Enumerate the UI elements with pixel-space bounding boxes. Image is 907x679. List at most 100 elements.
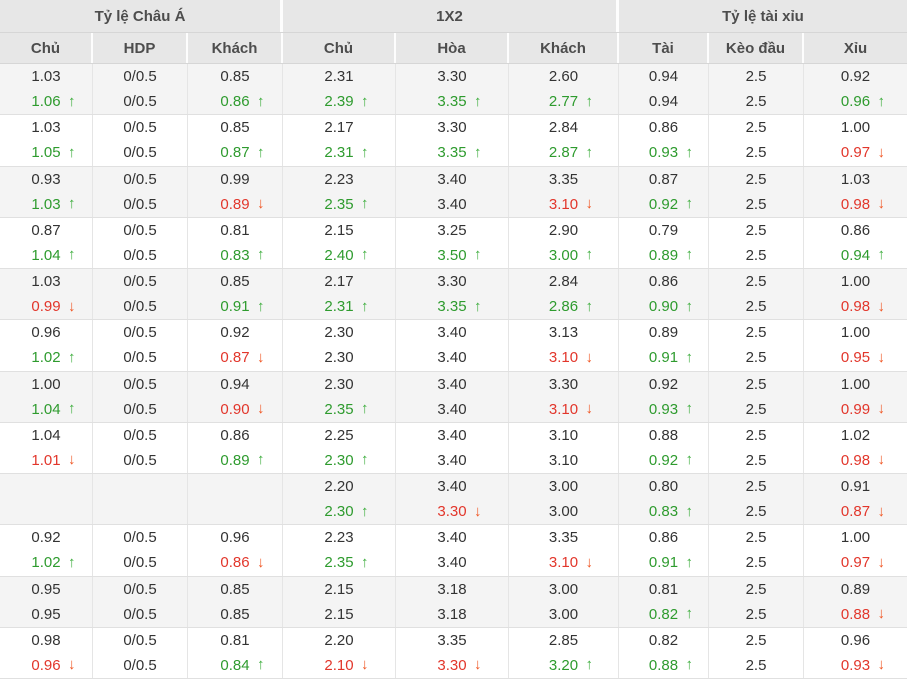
current-odds-value: 3.40 [437, 195, 467, 213]
current-odds-value: 2.30 ↑ [324, 502, 369, 521]
opening-odds-value: 1.02 [840, 426, 871, 444]
odds-cell: 3.30 3.10 ↓ [509, 371, 619, 422]
opening-odds-value: 0.85 [220, 273, 250, 291]
odds-cell: 0.89 0.91 ↑ [619, 320, 709, 371]
opening-odds-value: 2.30 [324, 324, 354, 342]
up-arrow-icon: ↑ [877, 246, 886, 264]
opening-odds-value: 0.85 [220, 580, 250, 598]
opening-odds-value: 0.85 [220, 119, 250, 137]
up-arrow-icon: ↑ [585, 656, 594, 674]
odds-cell [93, 474, 188, 525]
current-odds-value: 1.03 ↑ [31, 195, 76, 213]
opening-odds-value: 0/0.5 [123, 68, 157, 86]
opening-odds-value: 2.5 [745, 221, 767, 239]
current-odds-value: 0.97 ↓ [840, 144, 886, 162]
down-arrow-icon: ↓ [585, 349, 594, 367]
opening-odds-value: 2.5 [745, 68, 767, 86]
current-odds-value: 3.50 ↑ [437, 246, 482, 264]
current-odds-value: 3.10 [548, 451, 579, 469]
current-odds-value: 3.30 ↓ [437, 502, 482, 521]
odds-row: 0.95 0.95 0/0.5 0/0.5 0.85 0.85 2.15 2.15 3.18 3.… [0, 576, 907, 628]
current-odds-value: 3.35 ↑ [437, 297, 482, 316]
current-odds-value: 3.00 ↑ [548, 246, 593, 264]
odds-cell: 2.20 2.10 ↓ [283, 627, 396, 678]
current-odds-value: 0/0.5 [123, 93, 157, 111]
current-odds-value: 0.95 [31, 605, 61, 623]
up-arrow-icon: ↑ [257, 656, 265, 674]
odds-cell: 2.84 2.87 ↑ [509, 115, 619, 166]
odds-cell: 3.40 3.40 [396, 525, 509, 576]
current-odds-value: 3.40 [437, 349, 467, 367]
current-odds-value: 0.91 ↑ [648, 349, 693, 367]
current-odds-value: 2.5 [745, 503, 767, 521]
odds-cell: 1.00 0.97 ↓ [804, 115, 907, 165]
odds-cell: 2.17 2.31 ↑ [283, 269, 396, 320]
odds-cell: 2.17 2.31 ↑ [283, 115, 396, 166]
up-arrow-icon: ↑ [68, 246, 76, 264]
up-arrow-icon: ↑ [361, 451, 369, 469]
down-arrow-icon: ↓ [877, 605, 886, 623]
current-odds-value: 0.91 ↑ [220, 297, 265, 316]
opening-odds-value: 0/0.5 [123, 580, 157, 598]
group-header-over-under: Tỷ lệ tài xỉu [722, 7, 804, 25]
odds-cell: 3.40 3.40 [396, 320, 509, 371]
odds-cell: 2.5 2.5 [709, 525, 804, 576]
current-odds-value: 0.93 ↑ [648, 144, 693, 162]
odds-cell: 3.30 3.35 ↑ [396, 64, 509, 115]
opening-odds-value: 0.86 [648, 273, 679, 291]
odds-row: 1.03 1.06 ↑ 0/0.5 0/0.5 0.85 0.86 ↑ 2.31 2.39 ↑ 3.3… [0, 64, 907, 116]
up-arrow-icon: ↑ [585, 297, 594, 315]
current-odds-value: 3.10 ↓ [548, 349, 594, 367]
current-odds-value: 3.10 ↓ [548, 195, 593, 213]
current-odds-value: 0.97 ↓ [840, 554, 885, 572]
opening-odds-value: 0.82 [648, 631, 679, 649]
table-group-header-row: Tỷ lệ Châu Á 1X2 Tỷ lệ tài xỉu [0, 0, 907, 33]
current-odds-value: 0.86 ↓ [220, 554, 265, 572]
odds-cell: 2.5 2.5 [709, 64, 804, 115]
column-header-over: Tài [619, 33, 709, 63]
opening-odds-value: 2.30 [324, 375, 354, 393]
current-odds-value: 2.31 ↑ [324, 297, 369, 316]
opening-odds-value: 1.03 [31, 273, 61, 291]
current-odds-value: 2.5 [745, 605, 767, 623]
down-arrow-icon: ↓ [877, 349, 886, 367]
down-arrow-icon: ↓ [877, 144, 886, 162]
current-odds-value: 3.40 [437, 554, 467, 572]
current-odds-value: 2.5 [745, 144, 767, 162]
odds-cell: 3.35 3.30 ↓ [396, 627, 509, 678]
current-odds-value: 0.94 [648, 93, 679, 111]
opening-odds-value: 2.5 [745, 273, 767, 291]
column-header-ou-line: Kèo đầu [709, 33, 804, 63]
opening-odds-value [93, 474, 187, 499]
odds-cell: 3.40 3.40 [396, 422, 509, 473]
current-odds-value: 0.95 ↓ [840, 349, 886, 367]
opening-odds-value: 2.23 [324, 529, 354, 547]
up-arrow-icon: ↑ [68, 554, 76, 572]
current-odds-value: 0.87 ↓ [220, 349, 265, 367]
odds-cell: 0.89 0.88 ↓ [804, 577, 907, 627]
current-odds-value: 0.86 ↑ [220, 92, 265, 111]
odds-cell: 1.03 0.98 ↓ [804, 167, 907, 217]
current-odds-value: 2.5 [745, 93, 767, 111]
current-odds-value: 2.87 ↑ [548, 144, 593, 162]
odds-row: 1.03 1.05 ↑ 0/0.5 0/0.5 0.85 0.87 ↑ 2.17 2.31 ↑ 3.3… [0, 115, 907, 167]
opening-odds-value: 3.10 [548, 426, 579, 444]
odds-row: 0.87 1.04 ↑ 0/0.5 0/0.5 0.81 0.83 ↑ 2.15 2.40 ↑ 3.2… [0, 217, 907, 269]
odds-cell: 0.98 0.96 ↓ [0, 627, 93, 678]
up-arrow-icon: ↑ [257, 451, 265, 469]
odds-cell: 3.35 3.10 ↓ [509, 166, 619, 217]
odds-cell: 3.00 3.00 [509, 474, 619, 525]
current-odds-value: 0.96 ↑ [840, 92, 885, 111]
odds-row: 1.00 1.04 ↑ 0/0.5 0/0.5 0.94 0.90 ↓ 2.30 2.35 ↑ 3.4… [0, 371, 907, 423]
opening-odds-value: 2.84 [548, 119, 579, 137]
down-arrow-icon: ↓ [257, 195, 265, 213]
current-odds-value: 0.99 ↓ [31, 297, 76, 316]
opening-odds-value: 1.00 [840, 375, 871, 393]
opening-odds-value: 0.99 [220, 170, 250, 188]
current-odds-value: 2.10 ↓ [324, 656, 369, 674]
odds-cell: 0.91 0.87 ↓ [804, 474, 907, 524]
odds-cell: 1.04 1.01 ↓ [0, 422, 93, 473]
opening-odds-value: 3.35 [548, 170, 579, 188]
odds-cell: 2.5 2.5 [709, 320, 804, 371]
